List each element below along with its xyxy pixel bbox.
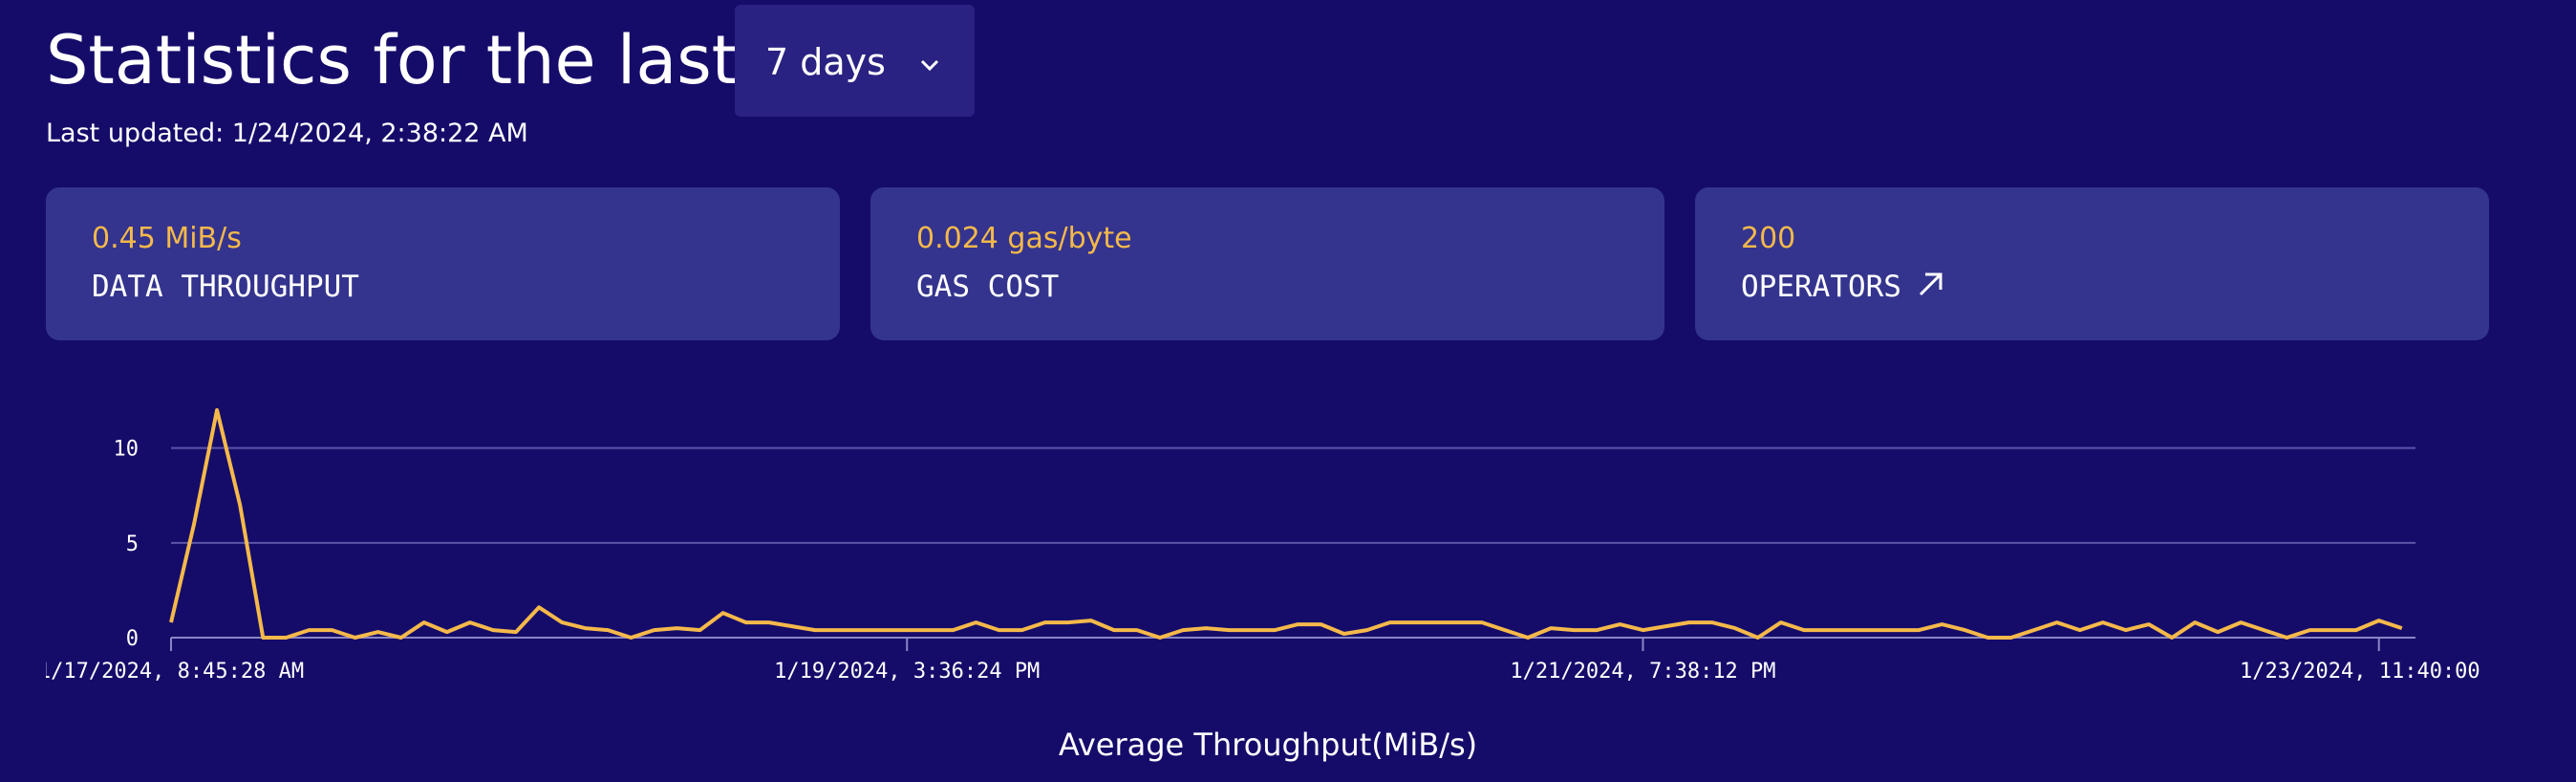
x-tick-label: 1/19/2024, 3:36:24 PM	[774, 660, 1040, 684]
plot: 0 5 10 1/17/2024, 8:45:28 AM 1/19/2024, 3:36…	[38, 408, 2518, 763]
stat-label: GAS COST	[916, 270, 1060, 304]
last-updated: Last updated: 1/24/2024, 2:38:22 AM	[46, 119, 528, 148]
x-tick-label: 1/17/2024, 8:45:28 AM	[38, 660, 304, 684]
page-title: Statistics for the last	[46, 21, 739, 99]
stat-value: 0.024 gas/byte	[916, 222, 1132, 255]
stat-card[interactable]: 200 OPERATORS	[1695, 187, 2489, 340]
chevron-icon	[920, 59, 939, 72]
y-tick-label: 5	[126, 532, 139, 556]
x-tick-label: 1/23/2024, 11:40:00 PM	[2240, 660, 2518, 684]
stat-label: DATA THROUGHPUT	[92, 270, 359, 304]
dropdown-value: 7 days	[765, 41, 886, 83]
y-tick-label: 0	[126, 627, 139, 651]
stat-value: 0.45 MiB/s	[92, 222, 242, 255]
external-link-icon	[1919, 272, 1943, 296]
chart: 0 5 10 1/17/2024, 8:45:28 AM 1/19/2024, 3:36…	[38, 408, 2518, 763]
x-tick-label: 1/21/2024, 7:38:12 PM	[1510, 660, 1775, 684]
stat-card: 0.024 gas/byte GAS COST	[870, 187, 1664, 340]
x-axis-title: Average Throughput(MiB/s)	[1059, 727, 1477, 763]
throughput-line	[169, 408, 2403, 640]
stat-value: 200	[1741, 222, 1796, 255]
stat-label: OPERATORS	[1741, 270, 1901, 304]
stat-card: 0.45 MiB/s DATA THROUGHPUT	[46, 187, 840, 340]
range-dropdown[interactable]: 7 days	[735, 5, 975, 117]
y-tick-label: 10	[114, 438, 140, 462]
